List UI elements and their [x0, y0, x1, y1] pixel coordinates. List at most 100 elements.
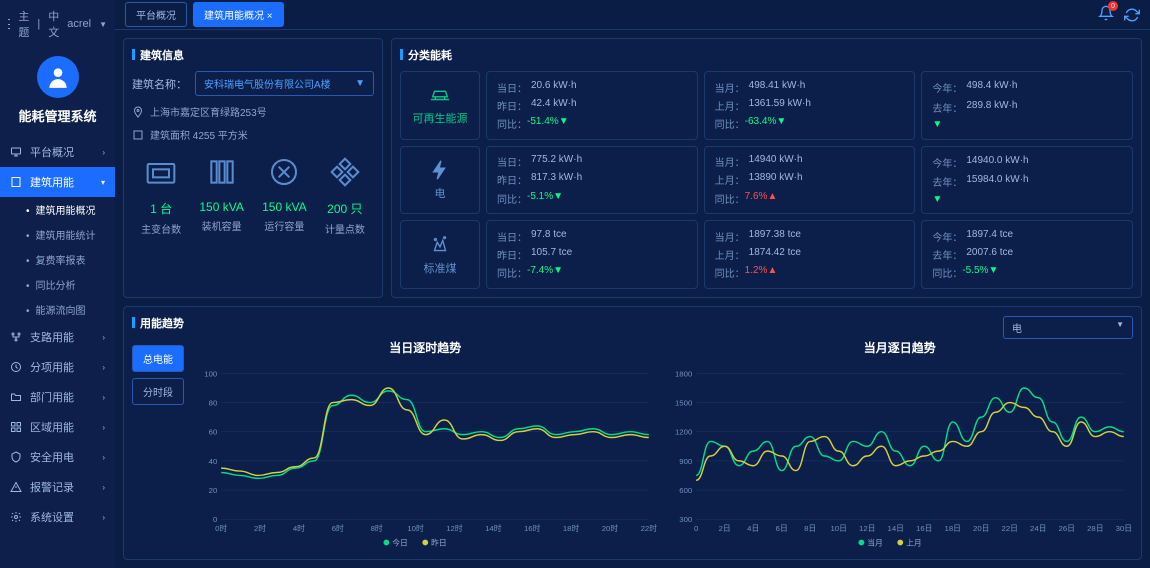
sidebar-subitem-1-1[interactable]: 建筑用能统计 [0, 222, 115, 247]
svg-text:8日: 8日 [804, 524, 816, 533]
svg-text:16时: 16时 [524, 523, 541, 533]
energy-cat-1: 电 [400, 146, 480, 215]
tab-platform[interactable]: 平台概况 [125, 2, 187, 27]
sidebar-item-1[interactable]: 建筑用能▾ [0, 167, 115, 197]
lang-label[interactable]: 中文 [48, 8, 59, 40]
svg-text:28日: 28日 [1087, 524, 1103, 533]
building-name-label: 建筑名称： [132, 76, 187, 92]
svg-text:18时: 18时 [563, 523, 580, 533]
chart1-title: 当日逐时趋势 [192, 339, 659, 356]
svg-text:22时: 22时 [641, 523, 658, 533]
notif-badge: 0 [1108, 1, 1118, 11]
svg-text:10时: 10时 [407, 523, 424, 533]
svg-text:12日: 12日 [859, 524, 875, 533]
svg-text:24日: 24日 [1030, 524, 1046, 533]
svg-text:6时: 6时 [332, 523, 344, 533]
trend-selector[interactable]: 电 ▼ [1003, 316, 1133, 339]
svg-text:0: 0 [693, 524, 698, 533]
svg-text:今日: 今日 [392, 537, 408, 547]
sidebar-subitem-1-3[interactable]: 同比分析 [0, 272, 115, 297]
sidebar-subitem-1-4[interactable]: 能源流向图 [0, 297, 115, 322]
building-area: 建筑面积 4255 平方米 [150, 127, 248, 142]
sidebar-subitem-1-0[interactable]: 建筑用能概况 [0, 197, 115, 222]
stat-lbl-0: 主变台数 [141, 221, 181, 236]
sidebar-item-6[interactable]: 安全用电› [0, 442, 115, 472]
energy-box-0-0: 当日：20.6 kW·h 昨日：42.4 kW·h 同比：-51.4% ▼ [486, 71, 698, 140]
svg-text:30日: 30日 [1115, 524, 1131, 533]
sidebar-item-3[interactable]: 分项用能› [0, 352, 115, 382]
energy-box-1-2: 今年：14940.0 kW·h 去年：15984.0 kW·h ▼ [921, 146, 1133, 215]
energy-box-1-1: 当月：14940 kW·h 上月：13890 kW·h 同比：7.6% ▲ [704, 146, 916, 215]
sidebar-item-2[interactable]: 支路用能› [0, 322, 115, 352]
sidebar-subitem-1-2[interactable]: 复费率报表 [0, 247, 115, 272]
menu-toggle[interactable] [8, 19, 10, 29]
energy-box-2-0: 当日：97.8 tce 昨日：105.7 tce 同比：-7.4% ▼ [486, 220, 698, 289]
svg-text:1200: 1200 [674, 428, 692, 437]
svg-text:4时: 4时 [293, 523, 305, 533]
svg-text:14时: 14时 [485, 523, 502, 533]
svg-text:16日: 16日 [916, 524, 932, 533]
energy-cat-2: 标准煤 [400, 220, 480, 289]
svg-text:100: 100 [204, 369, 218, 378]
trend-title: 用能趋势 [132, 315, 184, 331]
building-select[interactable]: 安科瑞电气股份有限公司A楼 ▼ [195, 71, 374, 96]
energy-box-0-2: 今年：498.4 kW·h 去年：289.8 kW·h ▼ [921, 71, 1133, 140]
svg-text:14日: 14日 [887, 524, 903, 533]
svg-text:6日: 6日 [775, 524, 787, 533]
svg-text:上月: 上月 [906, 538, 922, 547]
svg-text:600: 600 [679, 486, 693, 495]
svg-text:8时: 8时 [371, 523, 383, 533]
stat-val-0: 1 台 [141, 200, 181, 217]
stat-lbl-1: 装机容量 [199, 218, 243, 233]
svg-text:20: 20 [209, 486, 218, 495]
svg-text:昨日: 昨日 [431, 537, 447, 547]
chart2-title: 当月逐日趋势 [667, 339, 1134, 356]
building-address: 上海市嘉定区育绿路253号 [150, 104, 267, 119]
energy-cat-0: 可再生能源 [400, 71, 480, 140]
sidebar-item-5[interactable]: 区域用能› [0, 412, 115, 442]
chevron-down-icon: ▼ [1116, 320, 1124, 335]
energy-box-1-0: 当日：775.2 kW·h 昨日：817.3 kW·h 同比：-5.1% ▼ [486, 146, 698, 215]
svg-text:1800: 1800 [674, 369, 692, 378]
stat-val-2: 150 kVA [262, 200, 306, 214]
svg-text:20日: 20日 [973, 524, 989, 533]
svg-text:26日: 26日 [1058, 524, 1074, 533]
close-icon[interactable]: × [267, 11, 273, 22]
sidebar-item-8[interactable]: 系统设置› [0, 502, 115, 532]
svg-text:900: 900 [679, 457, 693, 466]
svg-text:18日: 18日 [944, 524, 960, 533]
sidebar-item-0[interactable]: 平台概况› [0, 137, 115, 167]
hourly-chart: 0204060801000时2时4时6时8时10时12时14时16时18时20时… [192, 360, 659, 552]
svg-text:80: 80 [209, 398, 218, 407]
energy-box-0-1: 当月：498.41 kW·h 上月：1361.59 kW·h 同比：-63.4%… [704, 71, 916, 140]
system-title: 能耗管理系统 [0, 106, 115, 125]
svg-text:2时: 2时 [254, 523, 266, 533]
trend-tab-1[interactable]: 分时段 [132, 378, 184, 405]
user-label[interactable]: acrel [67, 18, 91, 30]
svg-text:60: 60 [209, 428, 218, 437]
svg-text:0: 0 [213, 515, 218, 524]
theme-label[interactable]: 主题 [18, 8, 29, 40]
avatar[interactable] [37, 56, 79, 98]
energy-title: 分类能耗 [400, 47, 1133, 63]
tab-building-energy[interactable]: 建筑用能概况 × [193, 2, 284, 27]
svg-text:0时: 0时 [215, 523, 227, 533]
refresh-icon[interactable] [1124, 7, 1140, 23]
notification-icon[interactable]: 0 [1098, 5, 1114, 24]
trend-tab-0[interactable]: 总电能 [132, 345, 184, 372]
chevron-down-icon: ▼ [355, 78, 365, 89]
svg-text:4日: 4日 [747, 524, 759, 533]
stat-val-1: 150 kVA [199, 200, 243, 214]
svg-text:10日: 10日 [830, 524, 846, 533]
sidebar-item-7[interactable]: 报警记录› [0, 472, 115, 502]
stat-lbl-2: 运行容量 [262, 218, 306, 233]
svg-text:2日: 2日 [718, 524, 730, 533]
svg-text:40: 40 [209, 457, 218, 466]
svg-text:1500: 1500 [674, 398, 692, 407]
energy-box-2-1: 当月：1897.38 tce 上月：1874.42 tce 同比：1.2% ▲ [704, 220, 916, 289]
svg-text:300: 300 [679, 515, 693, 524]
stat-val-3: 200 只 [325, 200, 365, 217]
daily-chart: 300 600 900 1200 1500 1800 0 2日 4日 6日 8日 10日 12日 14日 1… [667, 360, 1134, 552]
sidebar-item-4[interactable]: 部门用能› [0, 382, 115, 412]
svg-text:22日: 22日 [1001, 524, 1017, 533]
